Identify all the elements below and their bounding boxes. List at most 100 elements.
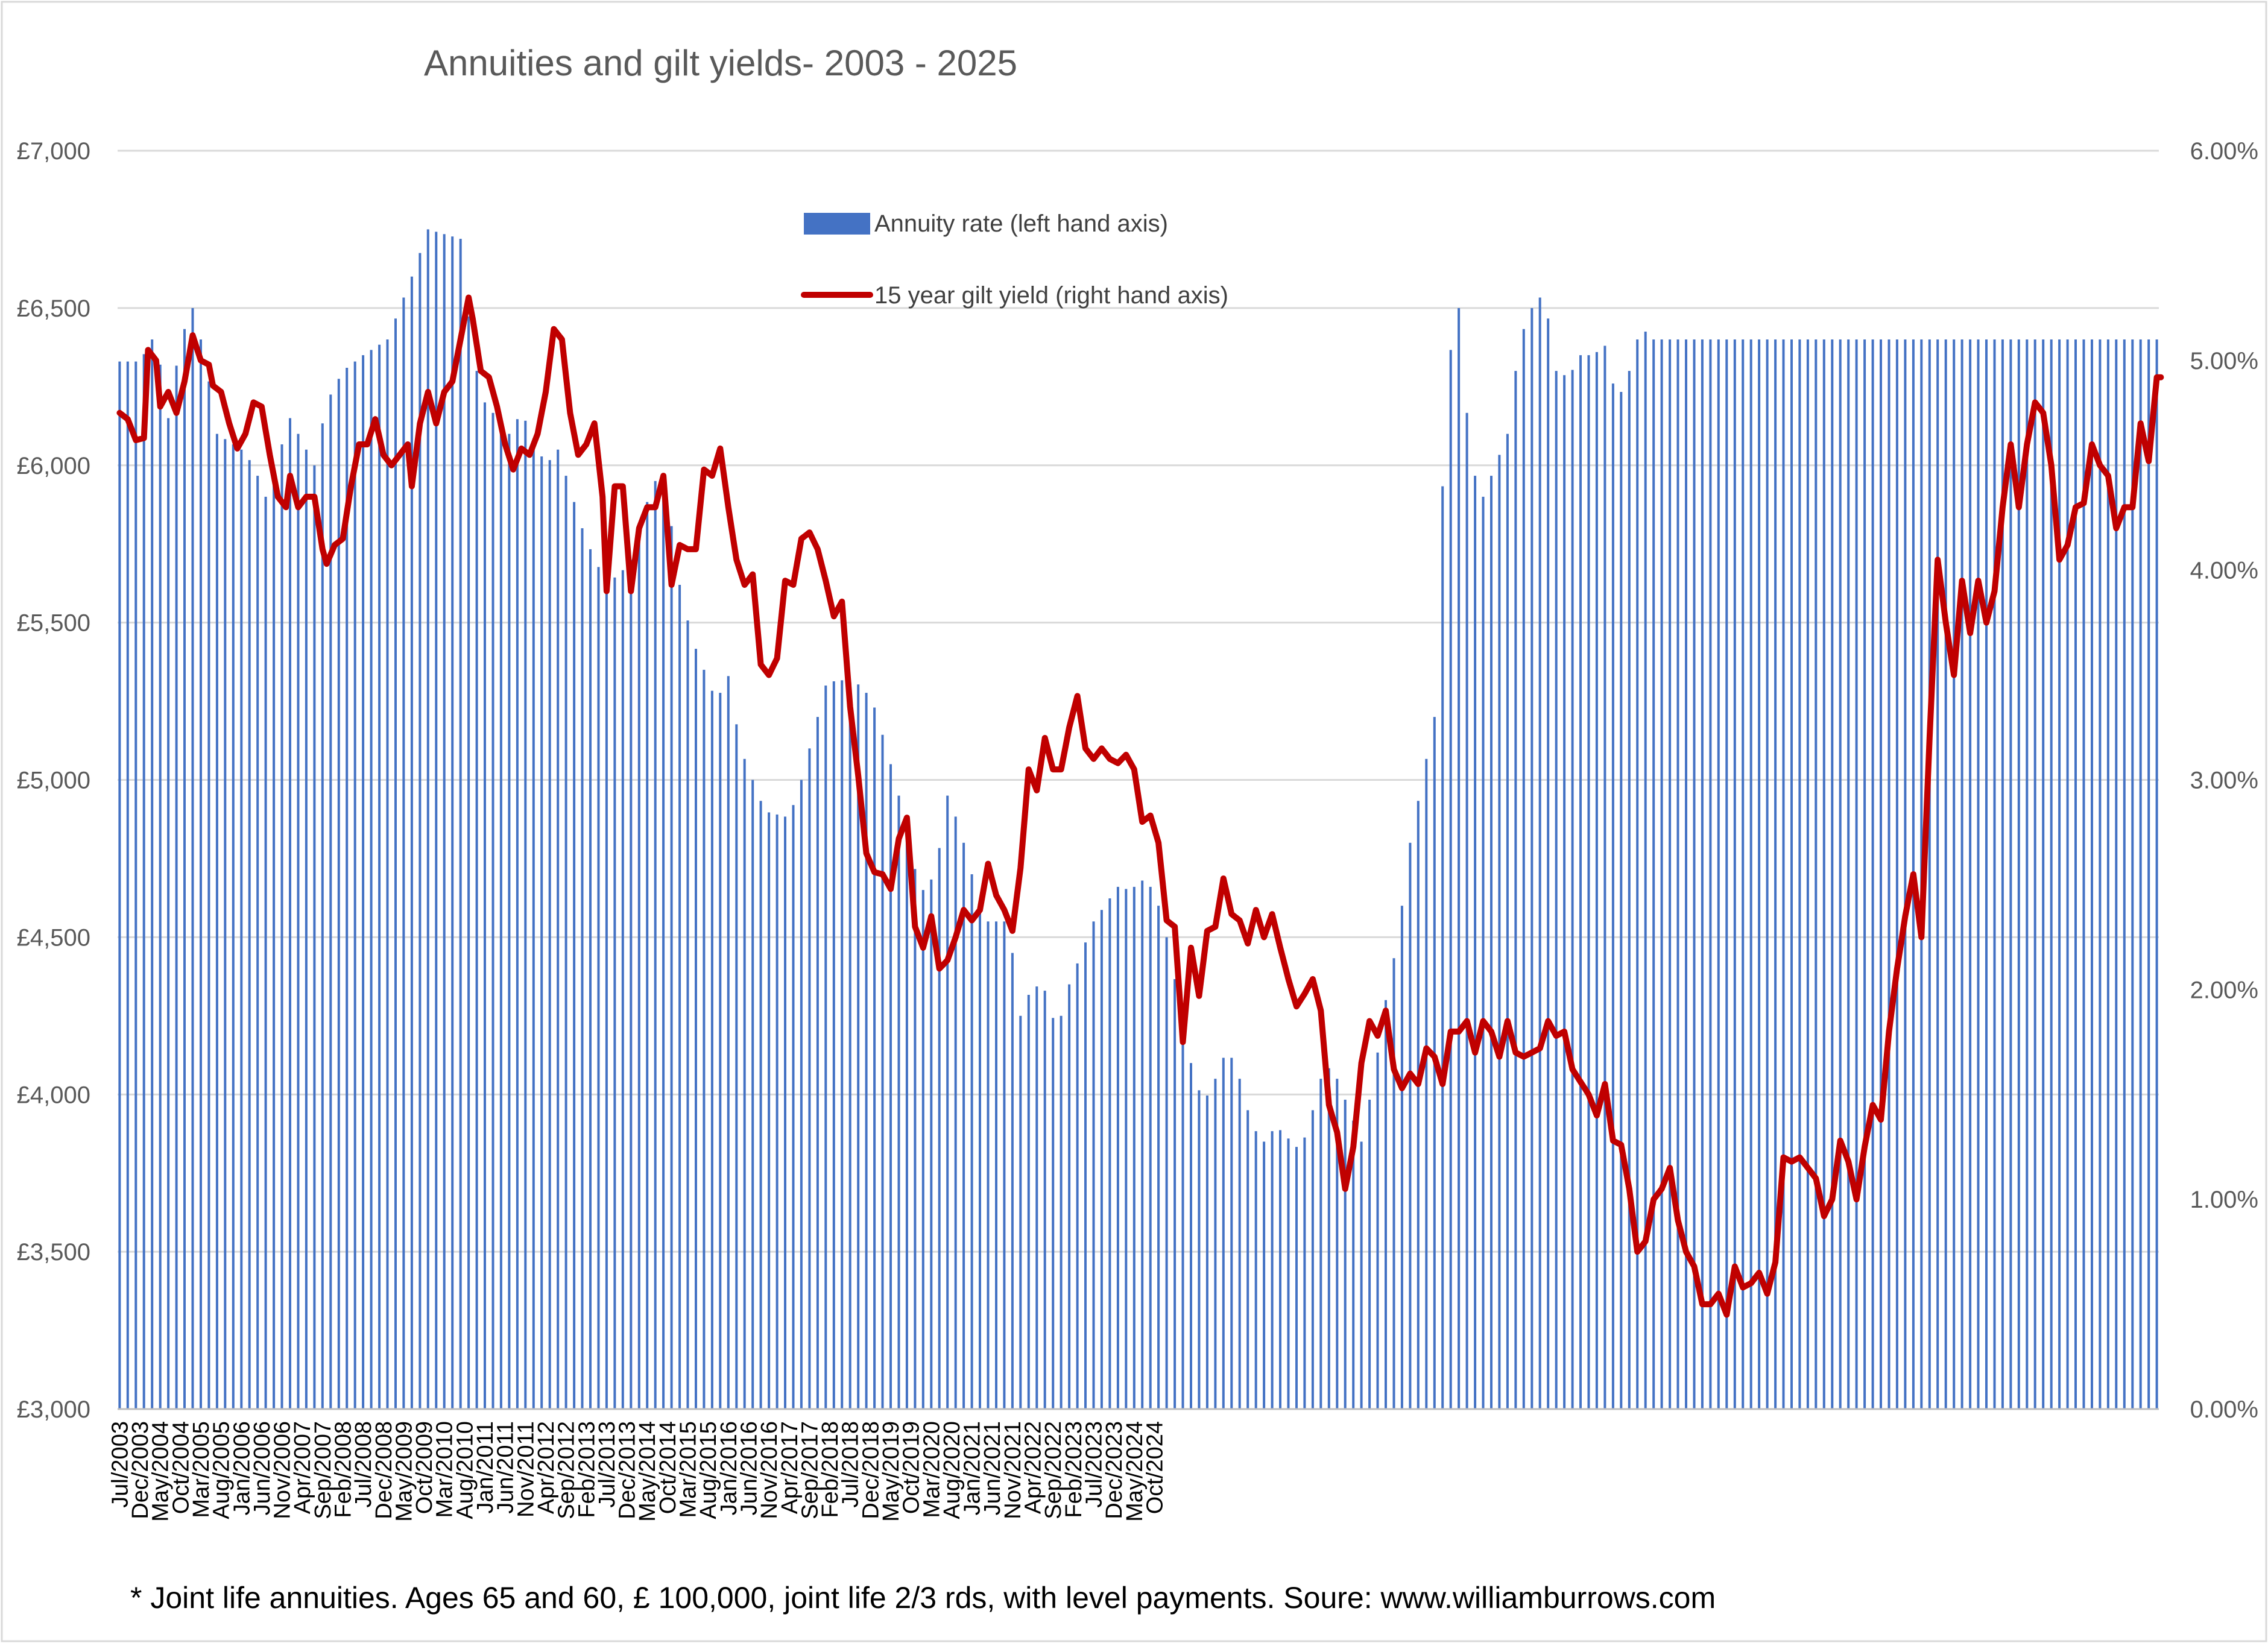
annuity-bar: [2139, 339, 2142, 1409]
x-tick-label: Oct/2019: [899, 1421, 924, 1514]
annuity-bar: [118, 361, 121, 1409]
annuity-bar: [1587, 355, 1590, 1409]
annuity-bar: [621, 570, 624, 1410]
x-tick-label: Oct/2004: [168, 1421, 194, 1514]
annuity-bar: [1855, 339, 1858, 1409]
x-tick-label: Nov/2006: [270, 1421, 295, 1519]
annuity-bar: [1254, 1131, 1257, 1409]
annuity-bar: [897, 795, 900, 1409]
annuity-bar: [1798, 339, 1801, 1409]
annuity-bar: [1895, 339, 1898, 1409]
x-tick-label: May/2014: [635, 1421, 660, 1522]
annuity-bar: [2042, 339, 2045, 1409]
annuity-bar: [2017, 339, 2020, 1409]
annuity-bar: [1936, 339, 1939, 1409]
annuity-bar: [727, 676, 730, 1409]
x-tick-label: Dec/2023: [1102, 1421, 1127, 1519]
annuity-bar: [1011, 953, 1014, 1409]
annuity-bar: [191, 307, 194, 1409]
annuity-bar: [215, 434, 218, 1409]
annuity-bar: [126, 361, 129, 1409]
annuity-bar: [792, 805, 795, 1409]
annuity-bar: [1977, 339, 1980, 1409]
annuity-bar: [1880, 339, 1882, 1409]
annuity-bar: [670, 526, 673, 1409]
annuity-bar: [1758, 339, 1761, 1409]
annuity-bar: [394, 318, 397, 1409]
left-tick-label: £6,000: [17, 453, 90, 479]
x-tick-label: Jun/2011: [493, 1421, 519, 1514]
right-axis-tick-labels: 0.00% 1.00% 2.00% 3.00% 4.00% 5.00% 6.00%: [2190, 138, 2258, 1423]
annuity-bar: [1887, 339, 1891, 1409]
annuity-bar: [1652, 339, 1655, 1409]
x-tick-label: Oct/2024: [1142, 1421, 1167, 1514]
x-tick-label: Jun/2021: [980, 1421, 1005, 1515]
annuity-bar: [1287, 1138, 1290, 1409]
annuity-bar: [2099, 339, 2102, 1409]
legend: Annuity rate (left hand axis) 15 year gi…: [801, 210, 1228, 309]
annuity-bar: [865, 693, 868, 1409]
x-tick-label: Jan/2011: [473, 1421, 498, 1514]
right-tick-label: 5.00%: [2190, 348, 2258, 374]
x-tick-label: Mar/2020: [919, 1421, 944, 1518]
annuity-bar: [353, 361, 356, 1409]
annuity-bar: [1060, 1015, 1063, 1409]
annuity-bar: [1993, 339, 1996, 1409]
annuity-bar: [662, 491, 665, 1410]
annuity-bar: [410, 276, 413, 1410]
x-tick-label: Sep/2007: [311, 1421, 336, 1519]
annuity-bar: [1676, 339, 1679, 1409]
annuity-bar: [516, 419, 519, 1410]
annuity-bar: [1400, 906, 1403, 1409]
annuity-bar: [2058, 339, 2061, 1409]
x-tick-label: Dec/2003: [128, 1421, 153, 1519]
annuity-bar: [1839, 339, 1842, 1409]
annuity-bar: [1076, 963, 1079, 1409]
annuity-bar: [1368, 1099, 1371, 1409]
x-tick-label: Feb/2018: [818, 1421, 843, 1518]
annuity-bar: [1003, 921, 1006, 1409]
annuity-bar: [280, 444, 283, 1409]
x-tick-label: May/2009: [391, 1421, 417, 1522]
annuity-bar: [1027, 995, 1030, 1409]
footnote: * Joint life annuities. Ages 65 and 60, …: [130, 1581, 1716, 1615]
annuity-bar: [1628, 371, 1631, 1410]
legend-swatch-annuity: [804, 213, 870, 235]
annuity-bar: [1311, 1110, 1314, 1409]
left-tick-label: £4,000: [17, 1082, 90, 1108]
annuity-bar: [1474, 476, 1477, 1409]
annuity-bar: [1222, 1058, 1225, 1409]
annuity-bar: [710, 690, 713, 1409]
x-tick-label: Mar/2015: [676, 1421, 701, 1518]
annuity-bar: [1035, 986, 1038, 1409]
x-tick-label: Dec/2008: [371, 1421, 397, 1519]
annuity-bar: [848, 682, 851, 1409]
annuity-bar: [1449, 350, 1452, 1409]
annuity-bar: [1904, 339, 1907, 1409]
annuity-bar: [686, 620, 689, 1409]
annuity-bar: [1157, 906, 1160, 1409]
gridlines: [118, 150, 2159, 1253]
annuity-bar: [1336, 1079, 1339, 1409]
annuity-bar: [841, 680, 844, 1409]
annuity-bar: [1295, 1147, 1298, 1409]
right-tick-label: 1.00%: [2190, 1187, 2258, 1213]
annuity-bar: [1530, 307, 1534, 1409]
annuity-bar: [207, 381, 210, 1409]
annuity-bar: [824, 686, 827, 1409]
annuity-bar: [224, 439, 227, 1409]
annuity-bar: [232, 444, 235, 1409]
annuity-bar: [1538, 297, 1541, 1409]
annuity-bar: [1271, 1131, 1274, 1409]
annuity-bar: [1190, 1063, 1192, 1409]
annuity-bar: [995, 921, 997, 1409]
x-tick-label: Dec/2018: [858, 1421, 883, 1519]
annuity-bar: [1116, 886, 1119, 1409]
chart-title: Annuities and gilt yields- 2003 - 2025: [424, 43, 1017, 83]
annuity-bar: [1458, 307, 1461, 1409]
annuity-bar: [1125, 889, 1128, 1409]
x-tick-label: Jul/2003: [107, 1421, 133, 1508]
annuity-bar: [1263, 1141, 1266, 1409]
annuity-bar: [630, 560, 633, 1409]
annuity-bar: [1100, 910, 1103, 1409]
